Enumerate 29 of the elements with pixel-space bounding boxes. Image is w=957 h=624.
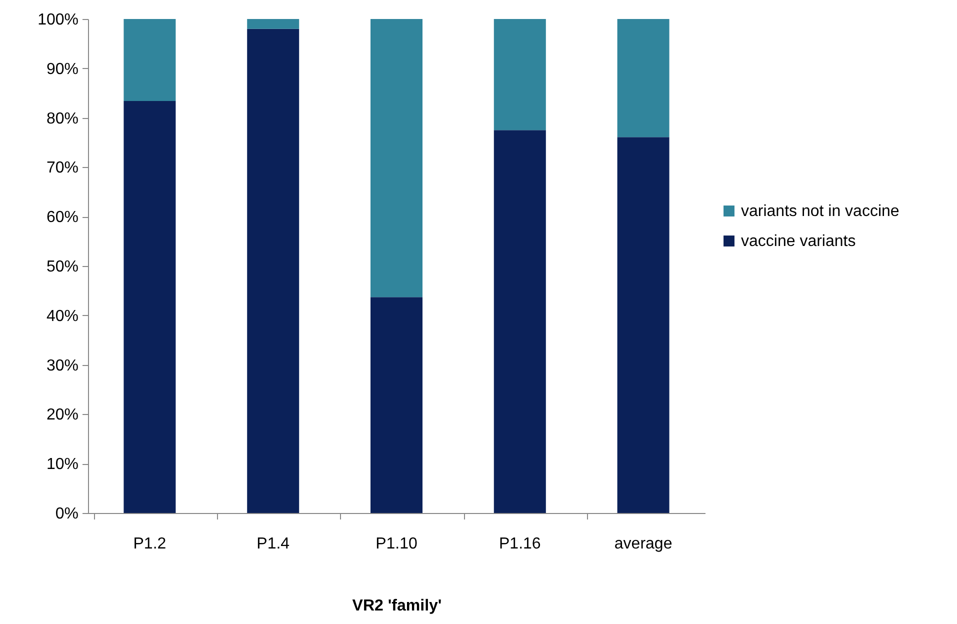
bar bbox=[494, 19, 546, 130]
legend-label: vaccine variants bbox=[741, 233, 856, 250]
bar bbox=[370, 297, 422, 513]
bar bbox=[247, 28, 300, 513]
x-tick-label: P1.4 bbox=[256, 536, 290, 552]
x-tick-label: average bbox=[614, 536, 672, 552]
y-tick-label: 50% bbox=[46, 258, 78, 276]
x-tick-label: P1.2 bbox=[133, 536, 166, 552]
x-tick-label: P1.10 bbox=[376, 536, 418, 552]
x-tick-label: P1.16 bbox=[498, 536, 541, 552]
y-tick-label: 0% bbox=[55, 506, 78, 522]
bar bbox=[124, 19, 176, 102]
y-tick-label: 90% bbox=[46, 60, 78, 78]
y-tick-label: 20% bbox=[46, 406, 78, 424]
bar bbox=[617, 137, 670, 513]
y-tick-label: 100% bbox=[38, 12, 78, 28]
y-tick-label: 60% bbox=[46, 209, 78, 226]
bar bbox=[494, 130, 546, 513]
y-tick-label: 10% bbox=[46, 456, 78, 474]
y-tick-label: 40% bbox=[46, 308, 78, 325]
x-axis-title: VR2 'family' bbox=[352, 598, 442, 614]
bar bbox=[617, 19, 670, 138]
y-tick-label: 30% bbox=[46, 357, 78, 374]
y-tick-label: 80% bbox=[46, 110, 78, 128]
bar bbox=[247, 19, 300, 29]
bar bbox=[124, 101, 176, 513]
legend-label: variants not in vaccine bbox=[741, 203, 900, 220]
bar bbox=[370, 19, 422, 298]
y-tick-label: 70% bbox=[46, 160, 78, 177]
